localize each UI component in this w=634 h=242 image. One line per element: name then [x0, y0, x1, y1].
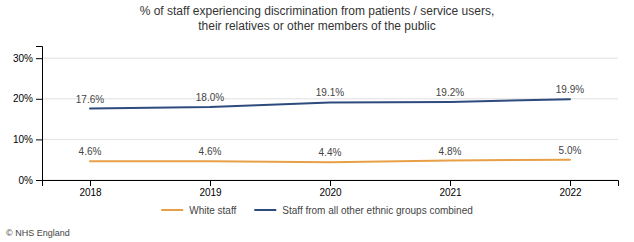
tick-label: 30%: [13, 53, 33, 64]
tick-label: 2020: [319, 187, 342, 198]
tick-label: 0%: [19, 175, 34, 186]
y-axis-line: [36, 47, 43, 181]
tick: 2020: [319, 180, 342, 198]
data-label: 17.6%: [76, 94, 104, 105]
tick-mark: [330, 180, 331, 186]
tick-mark: [36, 139, 42, 140]
data-label: 4.6%: [79, 146, 102, 157]
series-line: [90, 160, 570, 162]
tick: 0%: [19, 175, 42, 186]
tick: 10%: [13, 134, 42, 145]
data-label: 19.2%: [436, 87, 464, 98]
grid-line: [42, 139, 618, 140]
data-label: 19.9%: [556, 84, 584, 95]
legend-label: White staff: [189, 205, 236, 216]
data-label: 19.1%: [316, 87, 344, 98]
tick: 30%: [13, 53, 42, 64]
annotation: © NHS England: [6, 228, 70, 238]
legend-swatch: [254, 209, 276, 211]
legend-label: Staff from all other ethnic groups combi…: [282, 205, 472, 216]
tick-mark: [36, 180, 42, 181]
legend-item: Staff from all other ethnic groups combi…: [254, 205, 472, 216]
tick-mark: [36, 58, 42, 59]
tick-label: 2019: [199, 187, 222, 198]
grid-line: [42, 58, 618, 59]
legend-swatch: [161, 209, 183, 211]
x-axis-line: [43, 181, 619, 187]
tick-mark: [90, 180, 91, 186]
data-label: 4.6%: [199, 146, 222, 157]
chart: % of staff experiencing discrimination f…: [0, 0, 634, 242]
tick: 20%: [13, 93, 42, 104]
tick: 2018: [79, 180, 102, 198]
tick-label: 2018: [79, 187, 102, 198]
legend-item: White staff: [161, 205, 236, 216]
tick: 2021: [439, 180, 462, 198]
plot-area: [90, 99, 570, 162]
title: % of staff experiencing discrimination f…: [140, 4, 495, 33]
x-axis: 2018 2019 2020 2021 2022: [43, 180, 619, 198]
series-line: [90, 99, 570, 108]
tick-label: 20%: [13, 93, 33, 104]
legend: White staff Staff from all other ethnic g…: [161, 205, 473, 216]
data-label: 5.0%: [559, 145, 582, 156]
grid: [42, 58, 618, 180]
data-label: 4.8%: [439, 146, 462, 157]
data-label: 4.4%: [319, 147, 342, 158]
y-axis: 0% 10% 20% 30%: [13, 47, 43, 186]
tick-mark: [36, 99, 42, 100]
tick-label: 2022: [559, 187, 582, 198]
tick-mark: [570, 180, 571, 186]
tick: 2019: [199, 180, 222, 198]
data-labels: 4.6% 4.6% 4.4% 4.8% 5.0% 17.6% 18.0% 19.1% 19.2%…: [76, 84, 584, 158]
tick-label: 2021: [439, 187, 462, 198]
data-label: 18.0%: [196, 92, 224, 103]
tick-label: 10%: [13, 134, 33, 145]
tick-mark: [210, 180, 211, 186]
tick: 2022: [559, 180, 582, 198]
tick-mark: [450, 180, 451, 186]
